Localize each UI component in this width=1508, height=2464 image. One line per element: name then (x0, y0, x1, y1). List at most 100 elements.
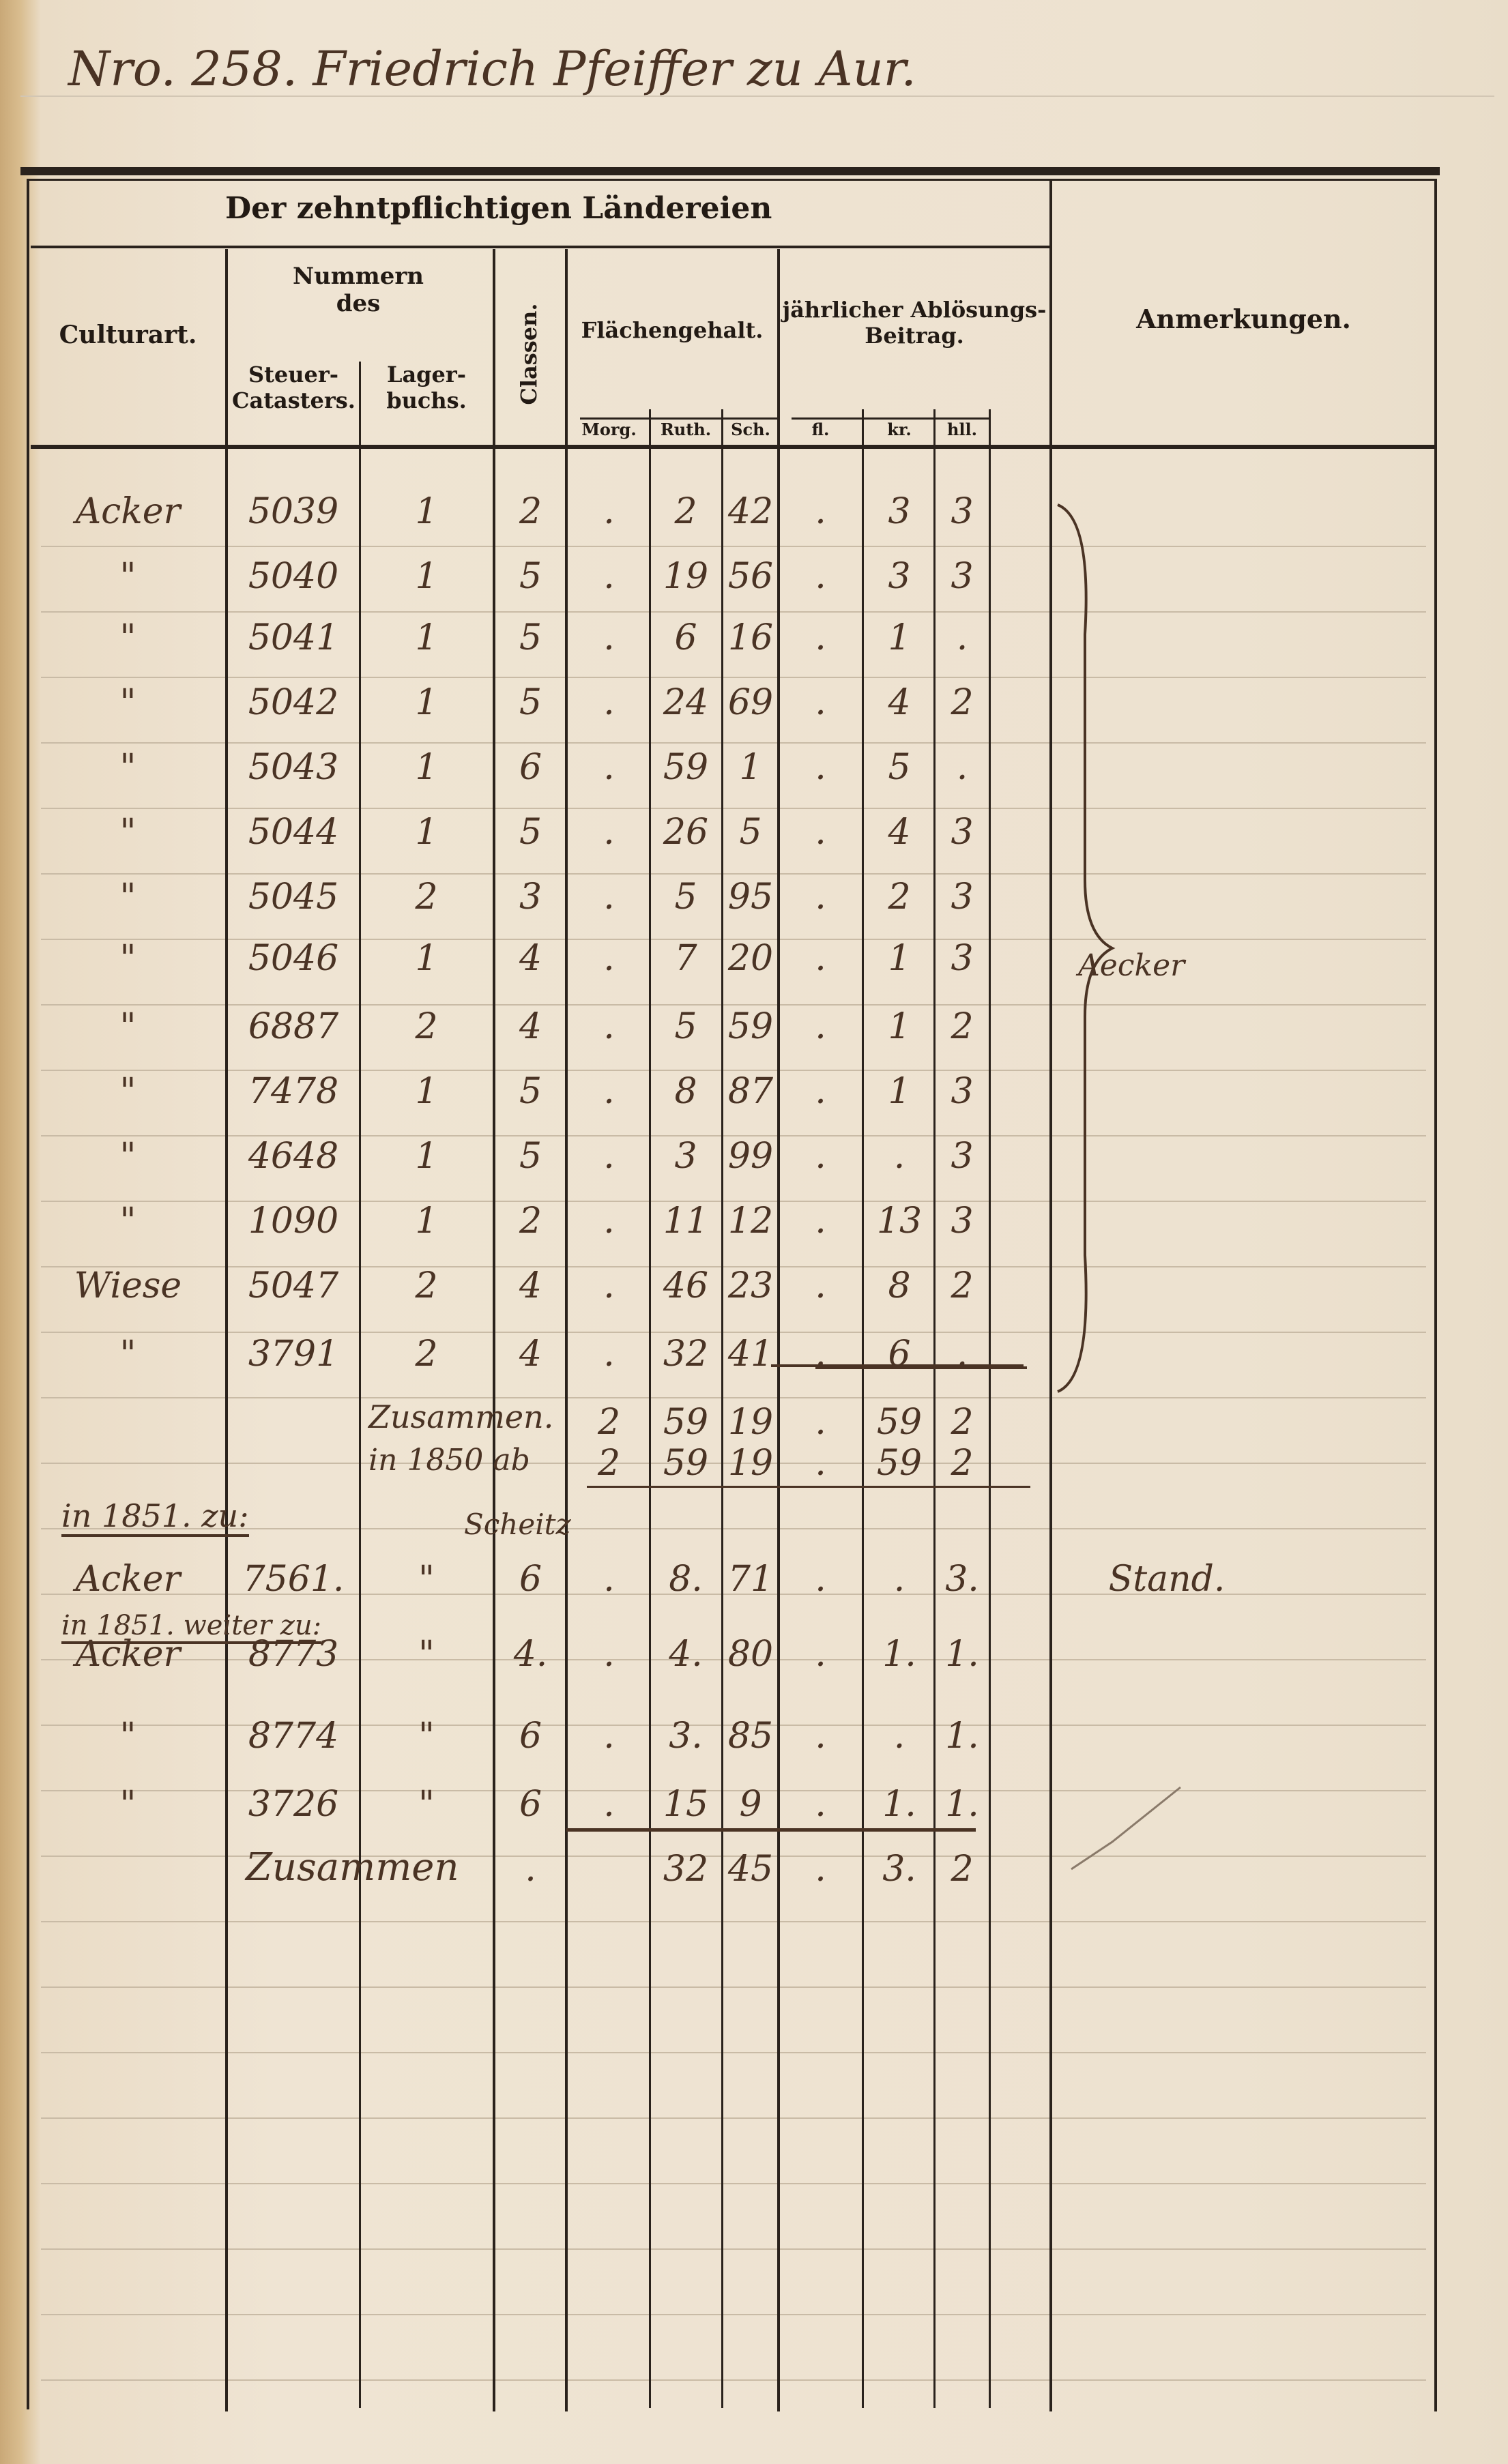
cell-kr: . (893, 1559, 905, 1600)
ruled-line (41, 2052, 1426, 2053)
cell-classe: 4 (519, 1006, 542, 1047)
ruled-line (41, 1725, 1426, 1726)
cell-lager: 2 (415, 1334, 438, 1375)
cell-sch: 59 (727, 1006, 774, 1047)
cell-lager: 1 (415, 1136, 438, 1177)
ruled-line (41, 873, 1426, 875)
cell-fl: . (815, 1634, 826, 1675)
cell-kr: 5 (888, 747, 911, 788)
cell-classe: 6 (519, 1559, 542, 1600)
cell-kr: 59 (876, 1402, 923, 1443)
cell-sch: 71 (727, 1559, 774, 1600)
cell-classe: 4. (513, 1634, 548, 1675)
cell-kr: 8 (888, 1265, 911, 1306)
cell-steuer: 5040 (248, 556, 339, 597)
cell-kr: 1. (882, 1634, 916, 1675)
cell-ruth: 5 (674, 1006, 697, 1047)
cell-culturart: " (119, 1071, 136, 1112)
cell-fl: . (815, 1559, 826, 1600)
cell-sch: 85 (727, 1716, 774, 1757)
cell-steuer: 6887 (248, 1006, 339, 1047)
cell-sch: 19 (727, 1443, 774, 1484)
cell-lager: 1 (415, 938, 438, 979)
ruled-line (41, 1463, 1426, 1464)
cell-fl: . (815, 747, 826, 788)
cell-ruth: 11 (663, 1201, 709, 1242)
cell-ruth: 3 (674, 1136, 697, 1177)
ruled-line (41, 1332, 1426, 1333)
ruled-line (41, 2314, 1426, 2315)
cell-lager: 1 (415, 747, 438, 788)
cell-sch: 20 (727, 938, 774, 979)
cell-steuer: 5042 (248, 682, 339, 723)
cell-culturart: " (119, 1136, 136, 1177)
ruled-line (41, 2117, 1426, 2119)
cell-sch: 99 (727, 1136, 774, 1177)
cell-steuer: 5045 (248, 877, 339, 918)
header-ruth: Ruth. (660, 420, 712, 439)
cell-culturart: " (119, 747, 136, 788)
cell-hll: 3 (951, 1136, 974, 1177)
ruled-line (41, 742, 1426, 744)
cell-hll: 3 (951, 1201, 974, 1242)
cell-sch: 42 (727, 491, 774, 532)
cell-hll: 2 (951, 1402, 974, 1443)
cell-fl: . (815, 617, 826, 658)
ruled-line (41, 1528, 1426, 1529)
checkmark-icon (1071, 1786, 1181, 1871)
cell-kr: . (893, 1136, 905, 1177)
cell-ruth: 59 (663, 747, 709, 788)
header-sch: Sch. (731, 420, 770, 439)
cell-hll: 1. (945, 1634, 979, 1675)
cell-morg: . (603, 617, 615, 658)
cell-morg: . (603, 491, 615, 532)
total-label: Zusammen (246, 1845, 459, 1890)
cell-morg: . (603, 1006, 615, 1047)
cell-kr: 1 (888, 1071, 911, 1112)
cell-hll: 3 (951, 1071, 974, 1112)
cell-morg: . (603, 1334, 615, 1375)
cell-ruth: 32 (663, 1849, 709, 1890)
cell-culturart: Wiese (74, 1265, 182, 1306)
cell-hll: 3 (951, 812, 974, 853)
header-anmerkungen: Anmerkungen. (1136, 304, 1351, 334)
cell-hll: . (956, 747, 968, 788)
cell-culturart: Acker (75, 1559, 181, 1600)
ruled-line (41, 1659, 1426, 1660)
subtotal-label: Zusammen. (368, 1398, 554, 1435)
cell-morg: . (603, 1201, 615, 1242)
scheitz-label: Scheitz (464, 1508, 571, 1541)
cell-kr: 1 (888, 938, 911, 979)
cell-culturart: " (119, 877, 136, 918)
cell-ruth: 32 (663, 1334, 709, 1375)
ruled-line (41, 1004, 1426, 1006)
cell-classe: 5 (519, 617, 542, 658)
cell-fl: . (815, 1201, 826, 1242)
cell-remark: Stand. (1108, 1559, 1226, 1600)
cell-fl: . (815, 1265, 826, 1306)
cell-classe: 3 (519, 877, 542, 918)
brace-icon (1057, 503, 1116, 1393)
cell-culturart: " (119, 682, 136, 723)
cell-classe: 5 (519, 1136, 542, 1177)
cell-lager: " (418, 1784, 435, 1825)
cell-kr: 4 (888, 682, 911, 723)
cell-kr: 1 (888, 1006, 911, 1047)
cell-sch: 87 (727, 1071, 774, 1112)
header-culturart: Culturart. (59, 321, 197, 349)
cell-lager: 1 (415, 491, 438, 532)
heading-baseline (20, 96, 1494, 97)
cell-steuer: 3726 (248, 1784, 339, 1825)
cell-hll: 3 (951, 491, 974, 532)
cell-ruth: 19 (663, 556, 709, 597)
header-hll: hll. (946, 420, 978, 439)
cell-fl: . (815, 1136, 826, 1177)
cell-classe: 4 (519, 1334, 542, 1375)
cell-classe: 6 (519, 1716, 542, 1757)
cell-sch: 69 (727, 682, 774, 723)
ruled-line (41, 1856, 1426, 1857)
cell-lager: " (418, 1716, 435, 1757)
cell-hll: 2 (951, 1443, 974, 1484)
cell-classe: 2 (519, 1201, 542, 1242)
cell-culturart: " (119, 1201, 136, 1242)
